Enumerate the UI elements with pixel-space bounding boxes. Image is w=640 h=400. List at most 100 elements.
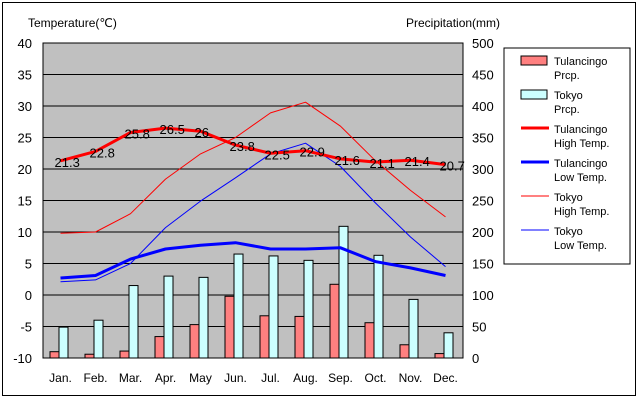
high-temp-data-label: 25.8 [125,126,150,141]
legend-label: Low Temp. [554,172,607,184]
bar-tulancingo-prcp [364,322,375,359]
bar-tokyo-prcp [198,276,209,359]
line-tokyo-low-temp [60,142,446,283]
bar-tulancingo-prcp [119,350,130,359]
bar-tulancingo-prcp [294,315,305,359]
left-axis-ticks: 40 35 30 25 20 15 10 5 0 -5 -10 [13,36,32,366]
right-tick-label: 400 [472,99,494,114]
legend-label: Tulancingo [554,158,607,170]
bar-tokyo-prcp [373,254,384,359]
temperature-lines [60,101,446,283]
bar-tulancingo-prcp [259,315,270,359]
bar-tulancingo-prcp [154,336,165,359]
x-tick-label: Mar. [119,371,142,385]
x-tick-label: Jul. [261,371,280,385]
right-tick-label: 0 [472,351,479,366]
bar-tokyo-prcp [338,225,349,359]
right-tick-label: 150 [472,257,494,272]
legend-label: Tokyo [554,90,583,102]
high-temp-data-label: 21.6 [335,153,360,168]
legend-label: Low Temp. [554,240,607,252]
right-axis-title: Precipitation(mm) [406,16,500,30]
legend-label: Tokyo [554,192,583,204]
legend: Tulancingo Prcp. Tokyo Prcp. Tulancingo High … [503,47,631,265]
left-tick-label: 30 [18,99,32,114]
high-temp-data-label: 26.5 [160,122,185,137]
x-tick-label: Nov. [399,371,423,385]
legend-label: Prcp. [554,104,580,116]
line-tulancingo-high-temp [60,126,446,167]
bar-tokyo-prcp [268,255,279,359]
bar-tulancingo-prcp [189,324,200,359]
bar-tokyo-prcp [58,326,69,359]
x-tick-label: Feb. [83,371,107,385]
high-temp-data-label: 22.9 [300,145,325,160]
bar-tokyo-prcp [93,319,104,359]
x-tick-label: May [189,371,212,385]
right-tick-label: 350 [472,131,494,146]
legend-swatch [520,89,548,100]
left-tick-label: 20 [18,162,32,177]
x-tick-label: Apr. [155,371,176,385]
high-temp-data-label: 26 [195,125,209,140]
x-tick-label: Jun. [224,371,247,385]
left-tick-label: 15 [18,194,32,209]
grid-lines [43,74,463,327]
legend-label: Prcp. [554,70,580,82]
high-temp-data-label: 22.8 [90,145,115,160]
left-tick-label: -10 [13,351,32,366]
right-tick-label: 50 [472,320,486,335]
legend-label: Tokyo [554,226,583,238]
bar-tokyo-prcp [408,298,419,359]
bar-tulancingo-prcp [84,353,95,359]
line-tokyo-high-temp [60,101,446,234]
plot-border [42,42,464,359]
right-tick-label: 200 [472,225,494,240]
bar-tokyo-prcp [163,275,174,359]
right-tick-label: 300 [472,162,494,177]
x-tick-label: Dec. [433,371,458,385]
right-tick-label: 250 [472,194,494,209]
high-temp-data-label: 21.1 [370,156,395,171]
left-axis-title: Temperature(℃) [28,16,117,30]
bar-tokyo-prcp [303,259,314,359]
high-temp-data-label: 21.3 [55,155,80,170]
legend-box [503,47,631,265]
x-tick-label: Sep. [328,371,353,385]
high-temp-data-label: 23.8 [230,139,255,154]
left-tick-label: 25 [18,131,32,146]
left-tick-label: 0 [25,288,32,303]
bar-tulancingo-prcp [224,295,235,359]
high-temp-data-label: 20.7 [440,159,465,174]
left-tick-label: -5 [20,320,32,335]
right-tick-label: 500 [472,36,494,51]
left-tick-label: 40 [18,36,32,51]
bar-tokyo-prcp [128,285,139,359]
bar-tokyo-prcp [233,253,244,359]
legend-label: Tulancingo [554,124,607,136]
data-labels: 21.3 22.8 25.8 26.5 26 23.8 22.5 22.9 21.6 21.1 21… [55,122,465,174]
x-tick-label: Jan. [49,371,72,385]
left-tick-label: 10 [18,225,32,240]
high-temp-data-label: 22.5 [265,147,290,162]
line-tulancingo-low-temp [60,241,446,280]
legend-label: Tulancingo [554,56,607,68]
right-tick-label: 450 [472,68,494,83]
bar-tokyo-prcp [443,332,454,359]
bar-tulancingo-prcp [49,351,60,359]
right-tick-label: 100 [472,288,494,303]
bar-tulancingo-prcp [329,283,340,359]
high-temp-data-label: 21.4 [405,154,430,169]
legend-label: High Temp. [554,206,609,218]
x-tick-label: Aug. [293,371,318,385]
bar-tulancingo-prcp [434,353,445,359]
left-tick-label: 35 [18,68,32,83]
left-tick-label: 5 [25,257,32,272]
x-tick-label: Oct. [364,371,386,385]
x-axis-ticks: Jan. Feb. Mar. Apr. May Jun. Jul. Aug. Sep. Oct. N… [49,371,458,385]
bar-tulancingo-prcp [399,344,410,359]
legend-swatch [520,55,548,66]
legend-label: High Temp. [554,138,609,150]
